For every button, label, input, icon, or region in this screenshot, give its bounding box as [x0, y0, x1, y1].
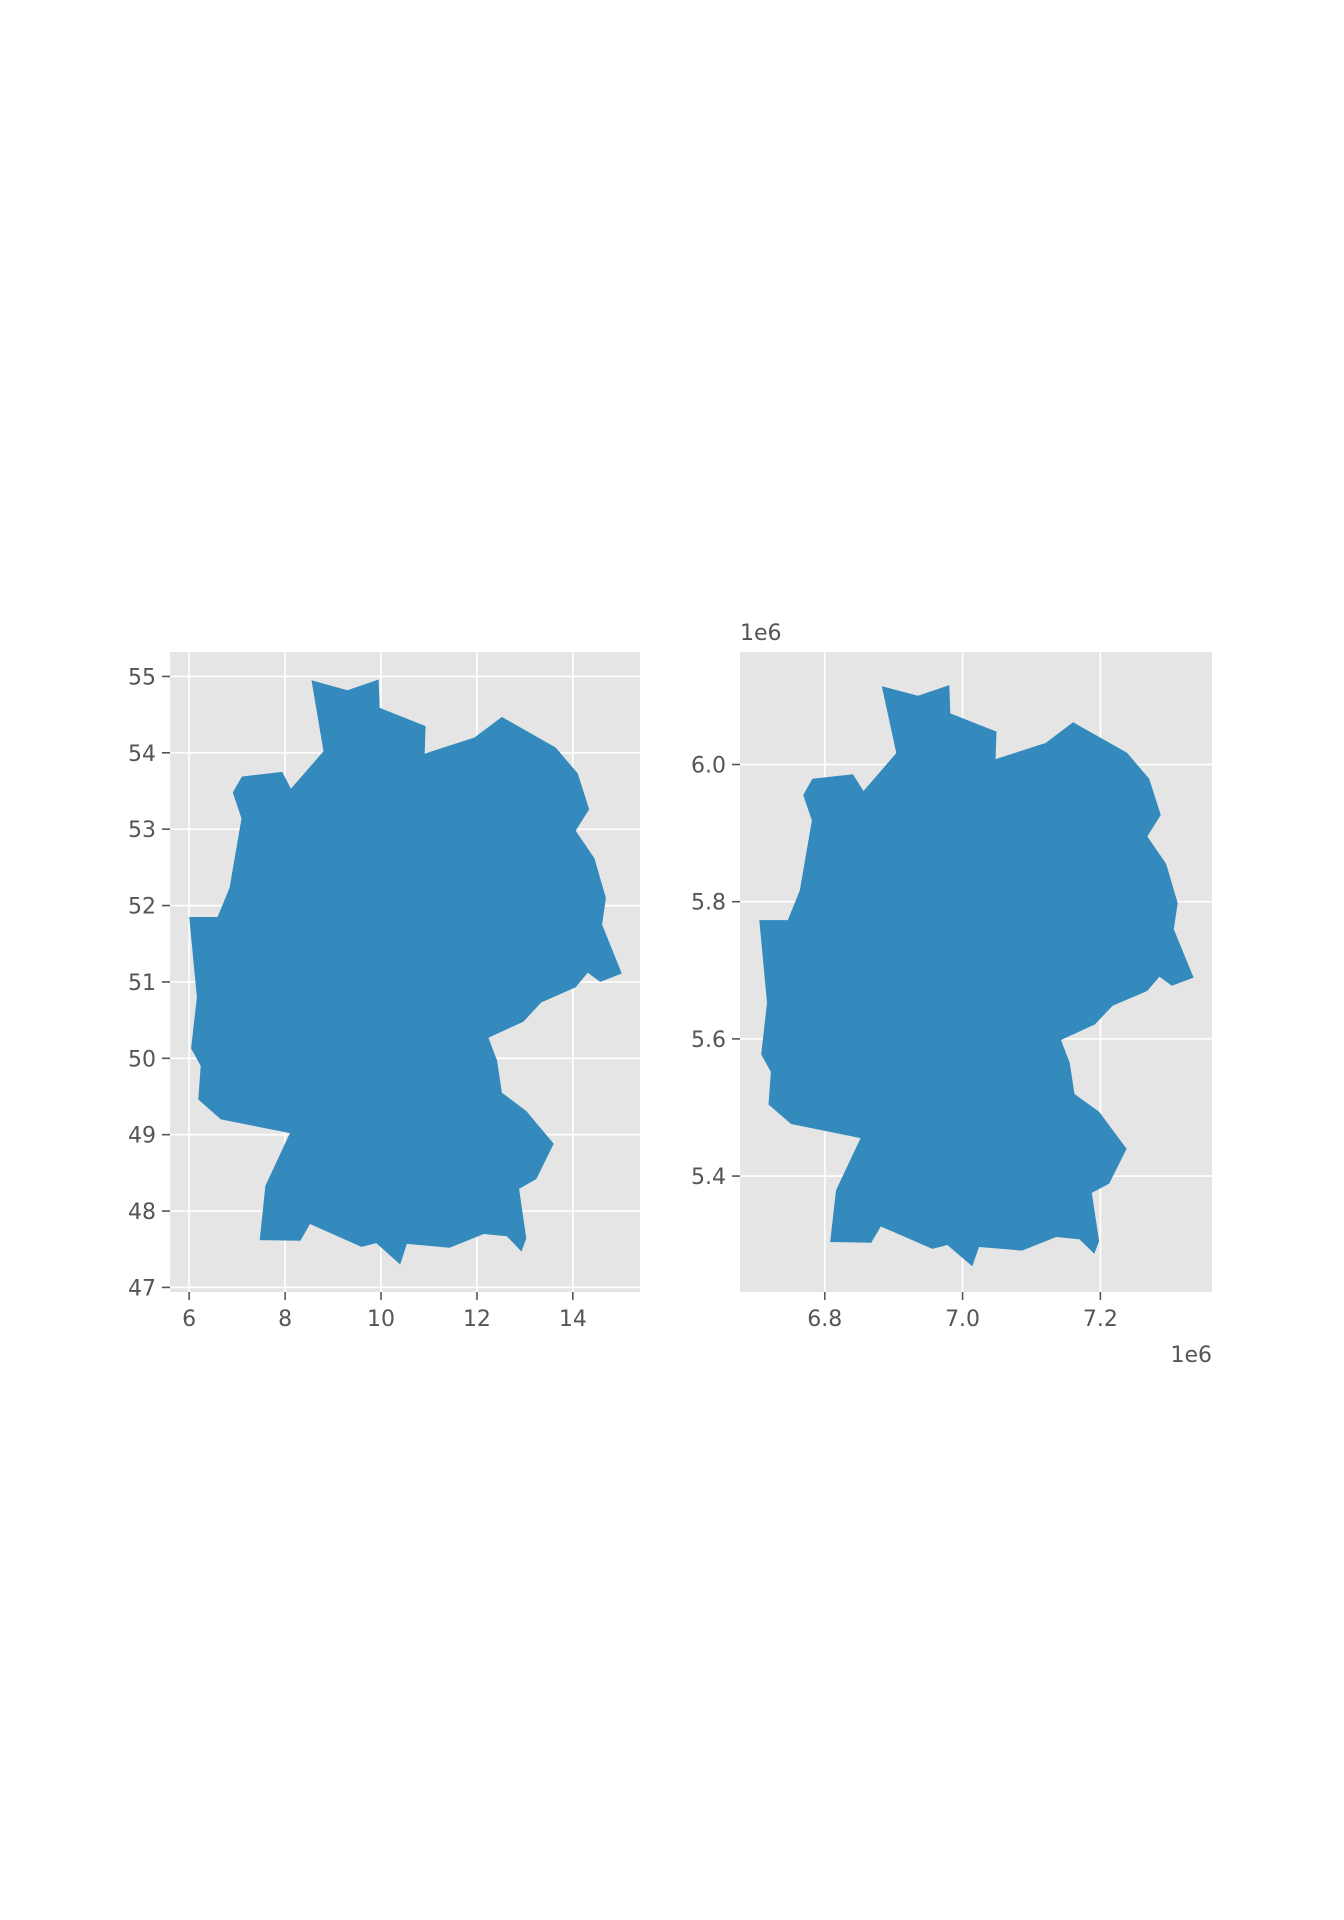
country-polygon: [759, 685, 1194, 1267]
x-tick-label: 10: [367, 1307, 395, 1332]
x-tick-label: 12: [463, 1307, 491, 1332]
y-tick-label: 48: [128, 1200, 156, 1225]
x-tick-label: 14: [559, 1307, 587, 1332]
y-tick-label: 5.6: [691, 1028, 726, 1053]
x-tick-label: 7.2: [1083, 1307, 1118, 1332]
y-tick-label: 53: [128, 818, 156, 843]
map-panel-degrees: 6 8 10 12 14 47 48 49 50 51 52 53 54 55: [128, 652, 640, 1332]
y-tick-label: 52: [128, 895, 156, 920]
y-tick-label: 5.8: [691, 891, 726, 916]
y-tick-label: 51: [128, 971, 156, 996]
x-offset-label: 1e6: [1170, 1343, 1212, 1368]
x-tick-label: 7.0: [945, 1307, 980, 1332]
y-tick-label: 49: [128, 1124, 156, 1149]
map-panel-projected: 6.8 7.0 7.2 5.4 5.6 5.8 6.0 1e6 1e6: [691, 621, 1212, 1368]
y-tick-label: 55: [128, 665, 156, 690]
y-offset-label: 1e6: [740, 621, 782, 646]
y-tick-label: 50: [128, 1047, 156, 1072]
axis-ticks: 6.8 7.0 7.2 5.4 5.6 5.8 6.0: [691, 753, 1118, 1332]
y-tick-label: 5.4: [691, 1165, 726, 1190]
y-tick-label: 6.0: [691, 753, 726, 778]
y-tick-label: 47: [128, 1276, 156, 1301]
axis-ticks: 6 8 10 12 14 47 48 49 50 51 52 53 54 55: [128, 665, 587, 1332]
y-tick-label: 54: [128, 742, 156, 767]
country-polygon: [189, 679, 622, 1265]
x-tick-label: 6.8: [807, 1307, 842, 1332]
x-tick-label: 8: [278, 1307, 292, 1332]
x-tick-label: 6: [182, 1307, 196, 1332]
